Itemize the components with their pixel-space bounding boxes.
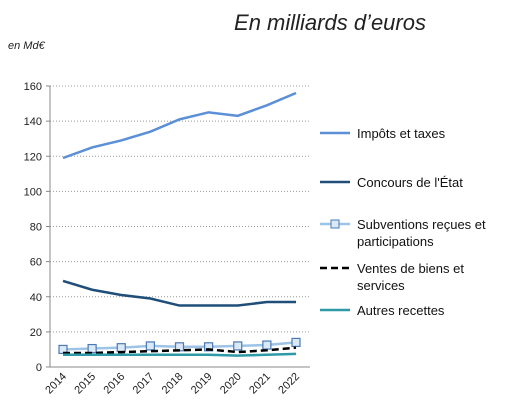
chart-title: En milliards d’euros [234, 10, 426, 35]
marker [204, 342, 214, 352]
marker [291, 337, 301, 348]
marker [233, 341, 243, 351]
y-tick-label: 80 [30, 222, 42, 234]
y-tick-label: 140 [24, 116, 42, 128]
marker [116, 343, 126, 353]
legend-label: Subventions reçues et participations [357, 217, 486, 249]
x-tick-label: 2014 [43, 371, 69, 397]
x-tick-label: 2018 [160, 371, 186, 397]
y-tick-label: 60 [30, 257, 42, 269]
y-tick-label: 0 [36, 362, 42, 374]
y-tick-label: 20 [30, 327, 42, 339]
series-line [62, 91, 297, 160]
marker [145, 341, 155, 351]
series-line [63, 352, 297, 357]
x-tick-label: 2017 [131, 371, 157, 397]
x-tick-label: 2020 [218, 371, 244, 397]
chart-subtitle: en Md€ [8, 40, 46, 52]
legend-label: Ventes de biens et services [357, 261, 464, 293]
y-tick-label: 100 [24, 186, 42, 198]
x-tick-label: 2022 [276, 371, 302, 397]
x-tick-label: 2016 [102, 371, 128, 397]
marker [262, 340, 272, 350]
legend-marker [330, 219, 340, 229]
legend-label: Autres recettes [357, 303, 445, 318]
marker [87, 343, 97, 354]
series-line [62, 279, 296, 307]
y-tick-label: 120 [24, 151, 42, 163]
series-line [63, 346, 297, 355]
x-tick-label: 2015 [72, 371, 98, 397]
legend-label: Concours de l'État [357, 175, 463, 190]
x-tick-label: 2019 [189, 371, 215, 397]
y-tick-label: 160 [24, 81, 42, 93]
legend-label: Impôts et taxes [357, 126, 446, 141]
x-tick-label: 2021 [247, 371, 273, 397]
y-tick-label: 40 [30, 292, 42, 304]
